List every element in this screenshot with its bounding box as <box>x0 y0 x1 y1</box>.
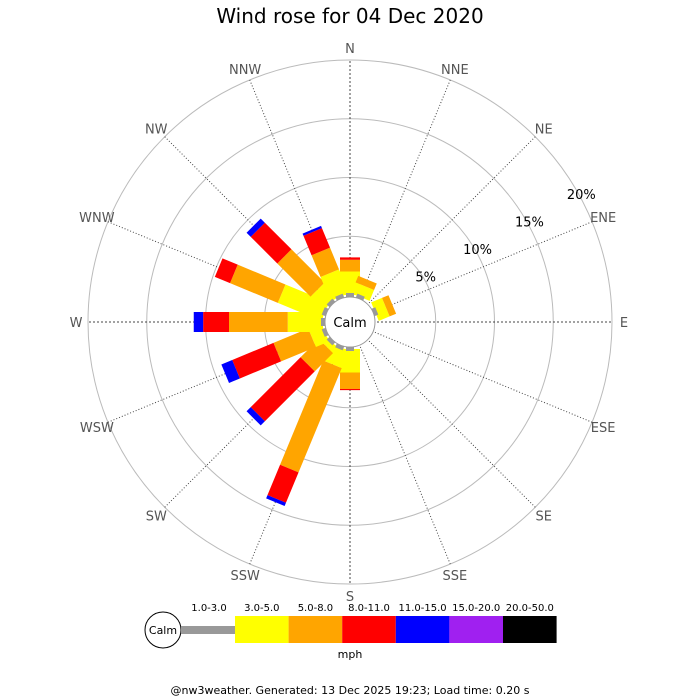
legend-label: 20.0-50.0 <box>506 603 554 614</box>
legend-label: 8.0-11.0 <box>348 603 390 614</box>
bar-nw-5.0-8.0 <box>277 249 325 297</box>
legend-label: 1.0-3.0 <box>191 603 226 614</box>
legend-swatch-8.0-11.0 <box>342 616 396 643</box>
calm-bar-sw <box>326 335 337 346</box>
bar-w-11.0-15.0 <box>193 312 204 332</box>
footer-text: @nw3weather. Generated: 13 Dec 2025 19:2… <box>170 684 530 697</box>
legend-swatch-15.0-20.0 <box>449 616 503 643</box>
direction-label-se: SE <box>536 510 552 525</box>
chart-title: Wind rose for 04 Dec 2020 <box>216 4 484 28</box>
bar-s-5.0-8.0 <box>340 372 360 389</box>
calm-bar-s <box>346 345 354 351</box>
bar-nw-8.0-11.0 <box>250 222 292 264</box>
legend-calm-label: Calm <box>149 624 177 637</box>
spoke-ne <box>368 136 536 304</box>
bar-wnw-3.0-5.0 <box>277 284 329 321</box>
bar-nnw-5.0-8.0 <box>311 247 340 277</box>
direction-label-ene: ENE <box>590 211 616 226</box>
bar-ssw-11.0-15.0 <box>266 495 286 507</box>
ring-20 <box>87 59 613 585</box>
direction-label-ne: NE <box>535 122 553 137</box>
bar-nnw-11.0-15.0 <box>302 225 322 236</box>
calm-center-label: Calm <box>333 316 366 331</box>
direction-label-ssw: SSW <box>230 569 260 584</box>
bar-n-8.0-11.0 <box>340 257 360 260</box>
bar-s-8.0-11.0 <box>340 388 360 391</box>
legend-unit-label: mph <box>338 648 363 661</box>
radial-tick-label: 15% <box>515 216 544 231</box>
direction-label-ese: ESE <box>591 421 616 436</box>
legend-label: 3.0-5.0 <box>244 603 279 614</box>
legend-swatch-11.0-15.0 <box>395 616 450 643</box>
direction-label-nnw: NNW <box>229 63 261 78</box>
spoke-ene <box>374 221 593 313</box>
bar-nnw-8.0-11.0 <box>303 228 331 256</box>
bar-nne-5.0-8.0 <box>355 275 377 291</box>
bar-nnw-3.0-5.0 <box>320 269 349 301</box>
radial-tick-labels: 5% 10% 15% 20% <box>415 188 595 286</box>
bar-nne-3.0-5.0 <box>351 282 375 301</box>
bar-ene-3.0-5.0 <box>371 297 390 321</box>
bar-sw-11.0-15.0 <box>246 407 265 426</box>
calm-center: Calm <box>324 296 376 348</box>
bar-w-8.0-11.0 <box>203 312 229 332</box>
radial-tick-label: 10% <box>463 243 492 258</box>
bar-nw-11.0-15.0 <box>246 218 265 237</box>
bar-n-5.0-8.0 <box>340 259 360 272</box>
bar-wsw-5.0-8.0 <box>273 328 316 362</box>
bar-wnw-8.0-11.0 <box>214 258 238 284</box>
bar-ene-5.0-8.0 <box>381 295 397 317</box>
direction-label-wsw: WSW <box>80 421 114 436</box>
bar-w-5.0-8.0 <box>229 312 288 332</box>
legend-swatch-3.0-5.0 <box>235 616 289 643</box>
bar-sw-5.0-8.0 <box>300 339 333 372</box>
bar-ssw-5.0-8.0 <box>280 360 342 473</box>
direction-label-s: S <box>346 590 354 605</box>
spoke-ese <box>374 331 593 423</box>
bar-sw-8.0-11.0 <box>250 357 315 422</box>
radial-tick-label: 5% <box>415 271 436 286</box>
bar-ssw-8.0-11.0 <box>267 464 299 503</box>
legend-label: 15.0-20.0 <box>452 603 500 614</box>
direction-label-sw: SW <box>146 510 167 525</box>
spoke-sse <box>359 346 451 565</box>
legend-swatch-20.0-50.0 <box>503 616 557 643</box>
direction-label-n: N <box>345 42 355 57</box>
direction-label-wnw: WNW <box>79 211 115 226</box>
calm-bar-n <box>346 293 354 299</box>
bar-wnw-5.0-8.0 <box>230 264 286 303</box>
calm-bar-nw <box>326 298 337 309</box>
direction-label-sse: SSE <box>442 569 467 584</box>
bar-wsw-8.0-11.0 <box>232 342 282 379</box>
legend-swatch-calm <box>181 626 235 634</box>
calm-circle <box>324 296 376 348</box>
bar-wsw-11.0-15.0 <box>221 359 240 383</box>
legend-label: 11.0-15.0 <box>399 603 447 614</box>
legend-label: 5.0-8.0 <box>298 603 333 614</box>
legend: Calm 1.0-3.0 3.0-5.0 5.0-8.0 8.0-11.0 11.0-1… <box>144 603 557 661</box>
spoke-se <box>368 340 536 508</box>
direction-label-e: E <box>620 316 628 331</box>
radial-tick-label: 20% <box>567 188 596 203</box>
wind-bars <box>193 218 397 507</box>
direction-labels: N NNE NE ENE E ESE SE SSE S SSW SW WSW W WNW NW NNW <box>70 42 629 605</box>
legend-swatches: 1.0-3.0 3.0-5.0 5.0-8.0 8.0-11.0 11.0-15.0 15… <box>181 603 557 643</box>
direction-label-nne: NNE <box>441 63 469 78</box>
direction-label-nw: NW <box>145 122 168 137</box>
direction-label-w: W <box>70 316 83 331</box>
spoke-nne <box>359 79 451 298</box>
legend-swatch-5.0-8.0 <box>288 616 343 643</box>
